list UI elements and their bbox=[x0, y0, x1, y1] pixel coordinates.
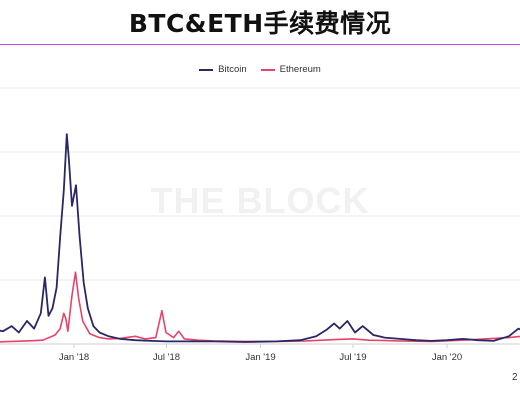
legend-item-bitcoin[interactable]: Bitcoin bbox=[199, 64, 247, 75]
watermark: THE BLOCK bbox=[150, 180, 370, 221]
x-tick-label: Jan '18 bbox=[59, 352, 89, 363]
corner-mark: 2 bbox=[512, 372, 518, 383]
x-tick-label: Jan '19 bbox=[245, 352, 275, 363]
legend-swatch-ethereum bbox=[260, 68, 275, 71]
x-tick-label: Jan '20 bbox=[432, 352, 462, 363]
series-line-bitcoin[interactable] bbox=[0, 133, 520, 343]
legend-item-ethereum[interactable]: Ethereum bbox=[260, 64, 321, 75]
title-underline bbox=[0, 44, 520, 45]
series-line-ethereum[interactable] bbox=[0, 271, 520, 343]
legend-label-ethereum: Ethereum bbox=[279, 64, 321, 75]
chart-title: BTC&ETH手续费情况 bbox=[128, 9, 392, 38]
x-tick-label: Jul '18 bbox=[153, 352, 180, 363]
legend-label-bitcoin: Bitcoin bbox=[218, 64, 247, 75]
chart-legend: Bitcoin Ethereum bbox=[0, 64, 520, 75]
legend-swatch-bitcoin bbox=[199, 68, 214, 71]
x-tick-label: Jul '19 bbox=[339, 352, 366, 363]
